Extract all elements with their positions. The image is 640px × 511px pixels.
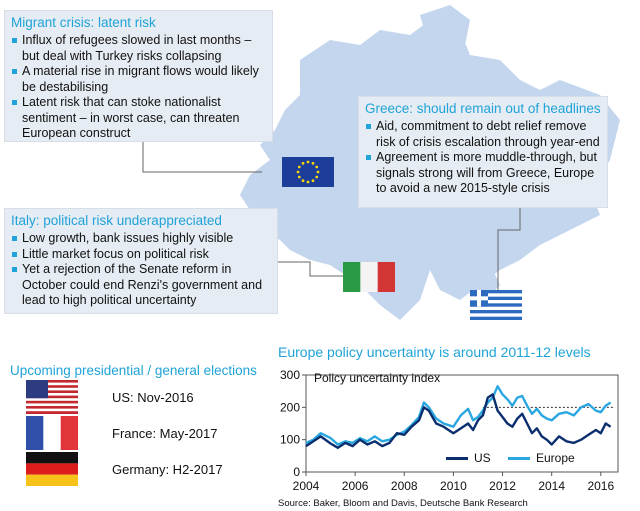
chart-source: Source: Baker, Bloom and Davis, Deutsche… [278,498,528,509]
italy-bullets: Low growth, bank issues highly visible L… [11,231,271,309]
migrant-bullets: Influx of refugees slowed in last months… [11,33,266,142]
us-flag [26,380,78,414]
migrant-bullet: Influx of refugees slowed in last months… [11,33,266,64]
legend-us-swatch [446,457,468,461]
legend-europe-swatch [508,457,530,461]
x-tick-label: 2006 [342,479,369,493]
migrant-bullet: A material rise in migrant flows would l… [11,64,266,95]
eu-flag [282,157,334,187]
chart-title: Europe policy uncertainty is around 2011… [278,344,591,360]
italy-bullet: Low growth, bank issues highly visible [11,231,271,247]
election-label-us: US: Nov-2016 [112,390,194,405]
connector-italy [278,261,343,277]
elections-title: Upcoming presidential / general election… [10,363,257,378]
italy-flag [343,262,395,292]
greece-box: Greece: should remain out of headlines A… [358,96,608,208]
y-tick-label: 0 [293,465,300,479]
series-line-us [305,393,612,449]
greece-title: Greece: should remain out of headlines [365,101,601,116]
chart-subtitle: Policy uncertainty index [314,371,441,385]
italy-bullet: Little market focus on political risk [11,247,271,263]
greece-bullet: Aid, commitment to debt relief remove ri… [365,119,601,150]
france-flag [26,416,78,450]
y-tick-label: 100 [280,433,300,447]
greece-bullet: Agreement is more muddle-through, but si… [365,150,601,197]
x-tick-label: 2010 [440,479,467,493]
migrant-crisis-box: Migrant crisis: latent risk Influx of re… [4,10,273,142]
y-tick-label: 200 [280,400,300,414]
election-label-germany: Germany: H2-2017 [112,462,223,477]
x-tick-label: 2012 [489,479,516,493]
legend-us-label: US [474,451,491,465]
migrant-title: Migrant crisis: latent risk [11,15,156,30]
election-label-france: France: May-2017 [112,426,218,441]
greece-bullets: Aid, commitment to debt relief remove ri… [365,119,601,197]
series-line-europe [305,385,612,446]
italy-title: Italy: political risk underappreciated [11,213,222,228]
connector-migrant [142,142,262,173]
x-tick-label: 2014 [538,479,565,493]
legend-europe-label: Europe [536,451,575,465]
y-tick-label: 300 [280,368,300,382]
legend-europe: Europe [508,451,575,465]
germany-flag [26,452,78,486]
map-scandinavia [420,5,470,60]
x-tick-label: 2008 [391,479,418,493]
legend-us: US [446,451,491,465]
map-greece [468,260,500,298]
x-tick-label: 2016 [587,479,614,493]
x-tick-label: 2004 [293,479,320,493]
greece-flag [470,290,522,320]
italy-box: Italy: political risk underappreciated L… [4,208,278,314]
italy-bullet: Yet a rejection of the Senate reform in … [11,262,271,309]
migrant-bullet: Latent risk that can stoke nationalist s… [11,95,266,142]
connector-greece [497,208,521,290]
